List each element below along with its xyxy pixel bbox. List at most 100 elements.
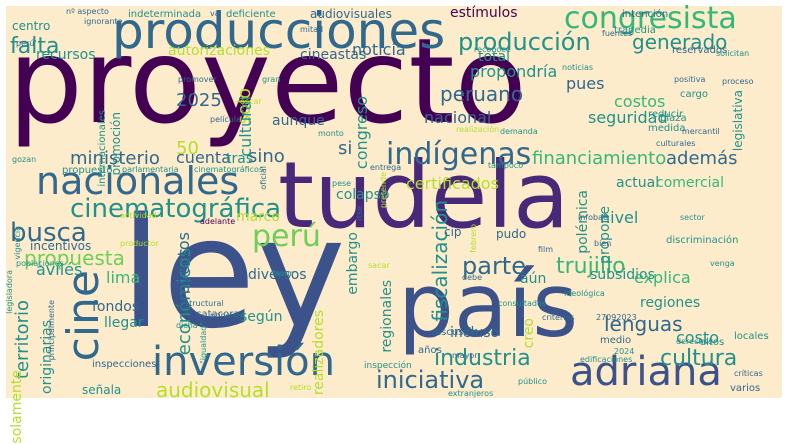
cloud-word-perú: perú: [252, 219, 321, 254]
cloud-word-medida: medida: [648, 123, 686, 134]
cloud-word-aunque: aunque: [272, 113, 325, 129]
cloud-word-altos: altos: [700, 337, 725, 348]
cloud-word-generado: generado: [632, 30, 728, 54]
cloud-word-solicitan: solicitan: [716, 49, 750, 58]
cloud-word-producción: producción: [458, 28, 591, 56]
cloud-word-27092023: 27092023: [596, 313, 637, 322]
cloud-word-medio: medio: [600, 335, 632, 346]
cloud-word-igualdad: "igualdad": [199, 322, 208, 364]
cloud-word-sino: sino: [248, 146, 285, 167]
cloud-word-adelante: adelante: [200, 217, 236, 226]
cloud-word-dicha: dicha: [176, 321, 198, 330]
cloud-word-congresista: congresista: [564, 1, 737, 36]
cloud-word-si: si: [338, 138, 353, 159]
cloud-word-nivel: nivel: [600, 208, 639, 227]
cloud-word-inspecciones: inspecciones: [92, 359, 157, 370]
cloud-word-trujillo: trujillo: [556, 254, 626, 279]
cloud-word-infobae: infobae: [578, 213, 608, 222]
cloud-word-pudo: pudo: [496, 227, 527, 241]
cloud-word-cuenta: cuenta: [176, 148, 231, 167]
cloud-word-fuentes: fuentes: [602, 29, 633, 38]
cloud-word-extranjeros: extranjeros: [448, 389, 494, 398]
cloud-word-cine: cine: [58, 270, 109, 362]
cloud-word-costos: costos: [614, 92, 666, 111]
cloud-background: [6, 6, 782, 398]
cloud-word-marco: marco: [236, 209, 280, 225]
cloud-word-itse: itse: [355, 206, 364, 221]
cloud-word-cargo: cargo: [680, 89, 709, 100]
cloud-word-país: país: [398, 254, 579, 357]
cloud-word-críticas: críticas: [734, 369, 763, 378]
cloud-word-va: va: [210, 9, 220, 18]
cloud-word-locales: locales: [734, 331, 769, 342]
cloud-word-subsidios: subsidios: [590, 267, 655, 283]
cloud-word-autorizaciones: autorizaciones: [168, 43, 271, 59]
cloud-word-monto: monto: [318, 129, 344, 138]
cloud-word-incluso: incluso: [450, 325, 500, 341]
cloud-word-favor: favor: [272, 269, 293, 278]
cloud-word-noticia: noticia: [352, 40, 406, 59]
cloud-word-mercantil: mercantil: [682, 127, 720, 136]
cloud-word-legislativa: legislativa: [731, 90, 745, 152]
cloud-word-regiones: regiones: [640, 295, 701, 311]
cloud-word-ignorante: ignorante: [84, 17, 123, 26]
cloud-word-varios: varios: [730, 383, 761, 394]
cloud-word-principal: principal: [210, 311, 245, 320]
cloud-word-estímulos: estímulos: [450, 5, 518, 21]
cloud-word-edificaciones: edificaciones: [580, 355, 633, 364]
cloud-word-adriana: adriana: [570, 349, 722, 395]
cloud-word-mitad: mitad: [300, 25, 324, 34]
cloud-word-cultura: cultura: [660, 346, 738, 371]
cloud-word-bien: bien: [594, 239, 612, 248]
cloud-word-parlamentaria: parlamentaria: [122, 165, 179, 174]
cloud-word-50: 50: [176, 138, 199, 159]
cloud-word-cinematográfica: cinematográfica: [70, 194, 282, 224]
cloud-word-film: film: [538, 245, 554, 254]
cloud-word-sector: sector: [680, 213, 705, 222]
cloud-word-consultados: consultados: [498, 299, 547, 308]
cloud-word-pretende: pretende: [379, 172, 388, 209]
cloud-word-cinematográficos: cinematográficos: [194, 165, 264, 174]
cloud-word-producciones: producciones: [112, 2, 446, 60]
cloud-word-óscar: óscar: [240, 97, 262, 106]
cloud-word-creo: creo: [521, 318, 537, 349]
cloud-word-demanda: demanda: [500, 127, 538, 136]
cloud-word-seguridad: seguridad: [588, 108, 668, 127]
cloud-word-inversión: inversión: [152, 339, 335, 385]
cloud-word-película: película: [210, 115, 242, 124]
cloud-word-señala: señala: [82, 383, 122, 397]
cloud-word-tampoco: tampoco: [488, 161, 524, 170]
cloud-word-noticias: noticias: [562, 63, 594, 72]
cloud-word-llegar: llegar: [104, 315, 144, 331]
cloud-word-centro: centro: [12, 19, 51, 33]
cloud-word-costo: costo: [676, 328, 719, 347]
cloud-word-incentivos: incentivos: [30, 239, 92, 253]
cloud-word-mayor: mayor: [452, 351, 478, 360]
cloud-word-realizadores: realizadores: [311, 310, 327, 396]
cloud-word-reservados: reservados: [672, 45, 728, 56]
cloud-word-certificados: certificados: [406, 174, 499, 193]
cloud-word-fondos: fondos: [92, 299, 140, 315]
cloud-word-financiamiento: financiamiento: [532, 148, 667, 169]
cloud-word-embargo: embargo: [345, 232, 361, 295]
cloud-word-venga: venga: [710, 259, 735, 268]
cloud-word-aún: aún: [520, 271, 547, 287]
cloud-word-audiovisuales: audiovisuales: [310, 7, 392, 21]
cloud-word-debe: debe: [462, 273, 482, 282]
cloud-word-audiovisual: audiovisual: [156, 378, 270, 402]
cloud-word-peruano: peruano: [440, 82, 524, 106]
cloud-word-colapso: colapso: [336, 187, 390, 203]
cloud-word-entrega: entrega: [370, 163, 402, 172]
cloud-word-discriminación: discriminación: [666, 235, 739, 246]
cloud-word-tudela: tudela: [278, 142, 570, 249]
cloud-word-proceso: proceso: [722, 77, 754, 86]
cloud-word-reconoce: reconoce: [474, 45, 511, 54]
cloud-word-deficiente: deficiente: [226, 9, 276, 20]
cloud-word-retiro: retiro: [290, 383, 312, 392]
cloud-word-lima: lima: [106, 268, 141, 287]
cloud-word-derechos: derechos: [676, 337, 713, 346]
cloud-word-proyecto: proyecto: [8, 12, 527, 150]
cloud-word-vigencia: vigencia: [13, 226, 22, 260]
cloud-word-público: público: [518, 377, 547, 386]
cloud-word-busca: busca: [10, 218, 87, 248]
